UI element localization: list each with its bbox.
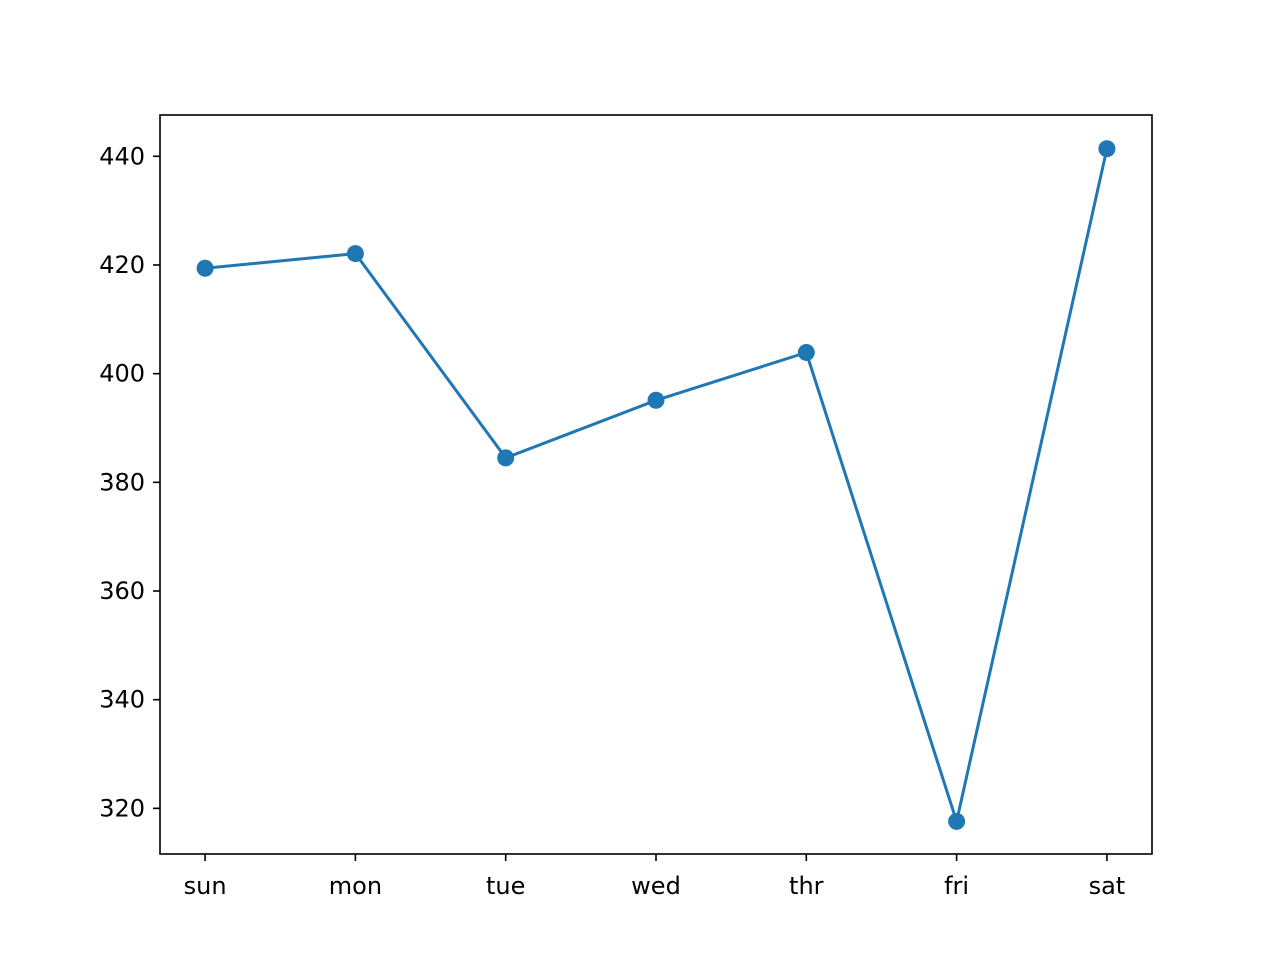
x-tick-label: sun [184, 872, 227, 900]
x-tick-label: wed [631, 872, 681, 900]
data-points [196, 140, 1116, 830]
data-point [196, 259, 214, 277]
x-tick-label: sat [1089, 872, 1126, 900]
x-tick-label: thr [789, 872, 824, 900]
data-point [497, 449, 515, 467]
data-point [647, 391, 665, 409]
data-point [797, 343, 815, 361]
y-axis: 320 340 360 380 400 420 440 [99, 142, 160, 822]
x-tick-label: mon [329, 872, 382, 900]
y-tick-label: 380 [99, 468, 145, 496]
x-tick-label: tue [486, 872, 525, 900]
y-tick-label: 400 [99, 360, 145, 388]
data-point [1098, 140, 1116, 158]
y-tick-label: 320 [99, 794, 145, 822]
x-axis: sun mon tue wed thr fri sat [184, 854, 1126, 900]
data-point [948, 812, 966, 830]
plot-frame [159, 114, 1153, 855]
y-tick-label: 340 [99, 686, 145, 714]
data-point [346, 245, 364, 263]
y-tick-label: 360 [99, 577, 145, 605]
x-tick-label: fri [944, 872, 969, 900]
plot-background [160, 115, 1152, 854]
y-tick-label: 420 [99, 251, 145, 279]
y-tick-label: 440 [99, 142, 145, 170]
